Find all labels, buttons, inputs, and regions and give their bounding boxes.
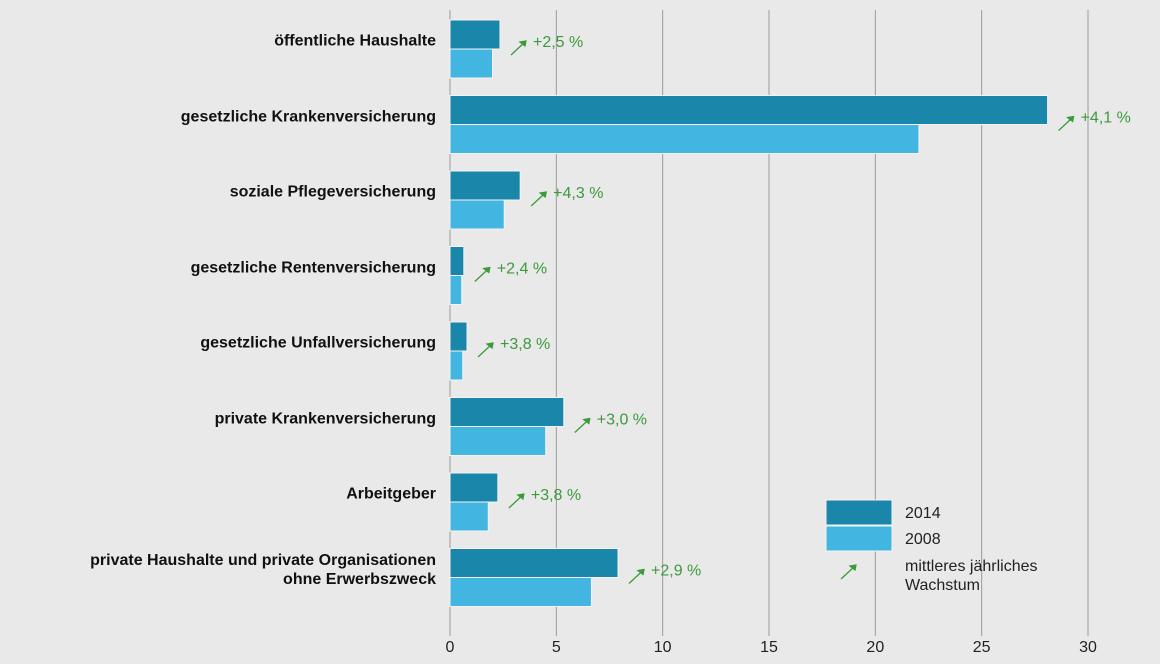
- growth-label: +2,4 %: [497, 261, 547, 278]
- bar: [449, 548, 619, 578]
- bar: [449, 321, 468, 352]
- growth-arrow: [508, 493, 525, 509]
- growth-label: +2,5 %: [533, 34, 583, 51]
- category-label: gesetzliche Rentenversicherung: [190, 259, 436, 276]
- bar: [449, 275, 463, 305]
- legend-label: 2008: [905, 531, 941, 548]
- bar: [449, 501, 489, 532]
- bar: [449, 19, 501, 50]
- category-label: private Haushalte und private Organisati…: [90, 551, 436, 588]
- growth-label: +4,3 %: [553, 185, 603, 202]
- category-label: öffentliche Haushalte: [274, 32, 436, 50]
- growth-arrow: [477, 342, 494, 358]
- category-label: gesetzliche Krankenversicherung: [180, 108, 436, 125]
- growth-label: +4,1 %: [1081, 110, 1131, 127]
- bar: [449, 170, 521, 201]
- x-tick-label: 0: [446, 639, 455, 656]
- x-tick-label: 10: [654, 639, 672, 656]
- bar: [449, 472, 499, 503]
- growth-arrow: [628, 568, 645, 584]
- bar: [449, 350, 464, 381]
- x-tick-label: 15: [760, 639, 778, 656]
- legend-swatch: [825, 525, 893, 552]
- category-label: private Krankenversicherung: [214, 410, 436, 427]
- x-tick-label: 5: [552, 639, 561, 656]
- bar: [449, 426, 547, 456]
- growth-arrow: [510, 40, 527, 56]
- growth-label: +3,0 %: [597, 412, 647, 429]
- growth-arrow: [1058, 115, 1075, 131]
- growth-arrow: [530, 191, 548, 207]
- category-label: Arbeitgeber: [346, 485, 436, 503]
- growth-arrow: [474, 266, 491, 282]
- legend-label: mittleres jährliches Wachstum: [905, 558, 1038, 594]
- x-tick-label: 25: [973, 639, 991, 656]
- bar: [449, 95, 1049, 125]
- bar: [449, 577, 592, 607]
- x-tick-label: 20: [866, 639, 884, 656]
- growth-label: +3,8 %: [531, 487, 581, 504]
- category-label: soziale Pflegeversicherung: [229, 183, 436, 201]
- bar: [449, 124, 920, 154]
- x-tick-label: 30: [1079, 639, 1097, 656]
- bar: [449, 397, 565, 427]
- growth-label: +2,9 %: [651, 563, 701, 580]
- category-label: gesetzliche Unfallversicherung: [200, 334, 436, 352]
- bar: [449, 246, 465, 276]
- growth-arrow: [574, 417, 591, 433]
- legend-arrow: [840, 564, 857, 580]
- legend-label: 2014: [905, 505, 941, 522]
- bar: [449, 199, 505, 230]
- growth-label: +3,8 %: [500, 336, 550, 353]
- legend-swatch: [825, 499, 893, 526]
- bar: [449, 48, 494, 79]
